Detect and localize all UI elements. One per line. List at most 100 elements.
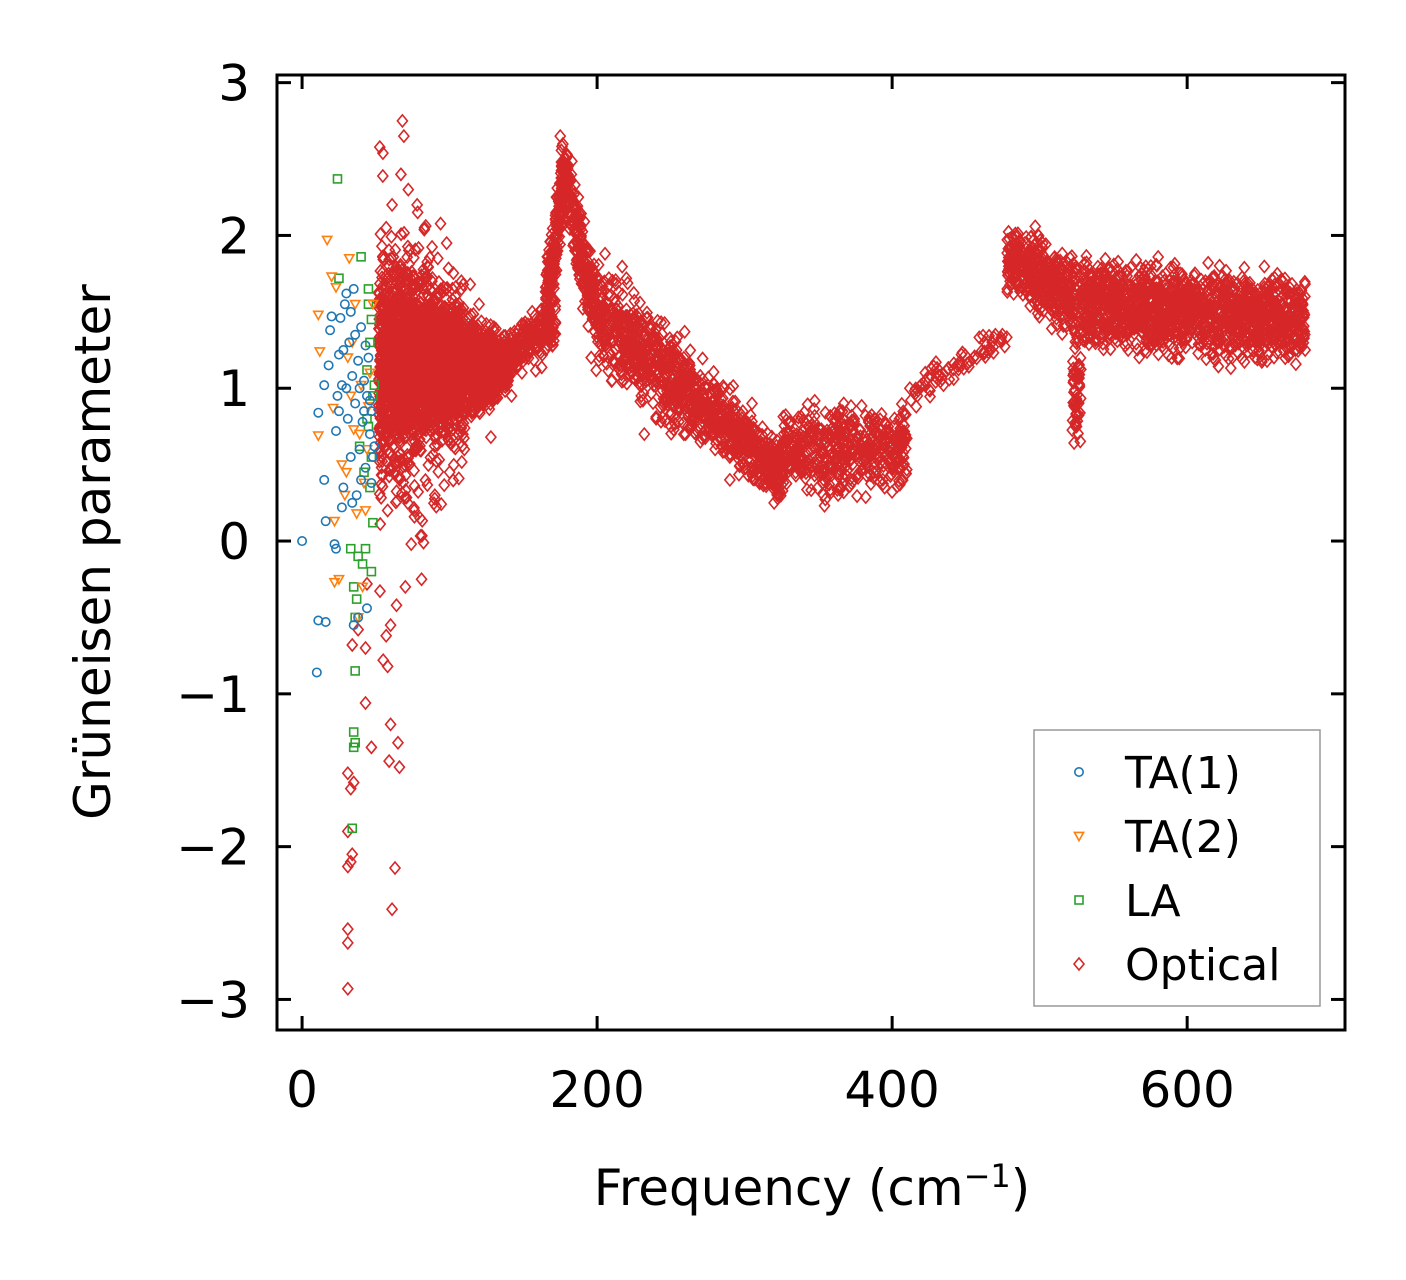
data-point	[660, 394, 673, 410]
data-point	[447, 265, 460, 281]
data-point	[389, 333, 402, 348]
data-point	[729, 394, 742, 409]
data-point	[438, 477, 451, 493]
data-point	[709, 410, 722, 425]
data-point	[675, 353, 688, 369]
series-optical	[341, 113, 1312, 996]
data-point	[723, 381, 737, 397]
data-point	[658, 315, 671, 331]
data-point	[699, 423, 713, 438]
data-point	[434, 389, 447, 405]
data-point	[375, 296, 388, 312]
data-point	[559, 160, 572, 175]
data-point	[439, 365, 452, 381]
data-point	[395, 486, 409, 501]
data-point	[408, 478, 421, 494]
data-point	[771, 486, 784, 501]
data-point	[432, 311, 445, 326]
data-point	[415, 528, 428, 543]
data-point	[610, 301, 623, 317]
data-point	[647, 395, 660, 411]
data-point	[694, 368, 707, 384]
data-point	[521, 328, 534, 343]
data-point	[590, 363, 603, 378]
scatter-points	[297, 113, 1312, 996]
data-point	[431, 437, 444, 452]
data-point	[424, 450, 437, 465]
data-point	[547, 333, 560, 349]
data-point	[455, 417, 468, 432]
data-point	[391, 449, 404, 464]
data-point	[589, 317, 603, 333]
data-point	[519, 322, 532, 337]
data-point	[605, 373, 618, 389]
data-point	[484, 391, 497, 407]
data-point	[383, 353, 396, 369]
data-point	[713, 421, 726, 437]
data-point	[393, 430, 406, 445]
data-point	[394, 257, 407, 273]
data-point	[399, 490, 412, 505]
data-point	[429, 344, 442, 360]
data-point	[406, 346, 419, 361]
data-point	[403, 332, 416, 347]
data-point	[502, 357, 515, 373]
data-point	[477, 390, 490, 405]
data-point	[649, 374, 662, 390]
data-point	[447, 311, 460, 326]
data-point	[399, 273, 412, 288]
data-point	[649, 325, 662, 341]
data-point	[620, 271, 633, 286]
data-point	[420, 353, 434, 369]
data-point	[390, 374, 403, 389]
data-point	[576, 258, 590, 273]
data-point	[676, 387, 689, 403]
data-point	[394, 300, 407, 316]
data-point	[447, 391, 460, 406]
data-point	[430, 453, 443, 469]
data-point	[395, 409, 408, 424]
data-point	[405, 295, 418, 311]
data-point	[379, 379, 392, 394]
data-point	[391, 262, 404, 278]
data-point	[447, 368, 461, 384]
data-point	[551, 220, 564, 235]
data-point	[543, 310, 556, 325]
data-point	[892, 473, 906, 489]
data-point	[635, 313, 648, 329]
data-point	[684, 400, 697, 415]
data-point	[603, 332, 616, 348]
data-point	[406, 364, 419, 380]
data-point	[404, 310, 417, 326]
data-point	[376, 145, 389, 161]
data-point	[402, 457, 415, 473]
data-point	[418, 222, 431, 237]
data-point	[416, 395, 429, 410]
data-point	[440, 281, 453, 296]
data-point	[761, 458, 775, 474]
data-point	[397, 365, 410, 380]
data-point	[389, 495, 402, 510]
data-point	[696, 351, 709, 366]
data-point	[373, 583, 387, 599]
data-point	[384, 392, 397, 407]
data-point	[449, 369, 462, 384]
data-point	[577, 248, 590, 264]
data-point	[405, 323, 418, 338]
data-point	[456, 384, 469, 400]
data-point	[633, 295, 647, 310]
data-point	[691, 381, 704, 397]
data-point	[453, 386, 466, 402]
data-point	[726, 400, 739, 415]
data-point	[727, 378, 740, 394]
data-point	[661, 351, 674, 367]
data-point	[394, 446, 407, 461]
data-point	[376, 319, 389, 334]
data-point	[401, 266, 414, 282]
data-point	[469, 341, 482, 356]
data-point	[800, 482, 814, 497]
data-point	[397, 475, 410, 490]
data-point	[447, 331, 460, 347]
data-point	[451, 323, 464, 338]
data-point	[447, 375, 460, 391]
